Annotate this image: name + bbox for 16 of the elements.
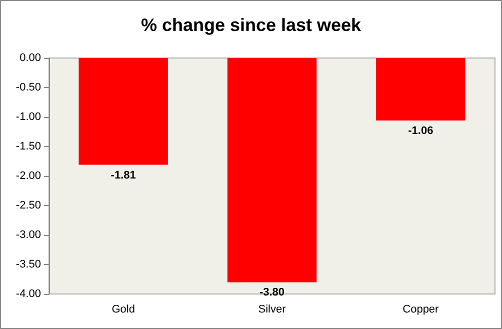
y-tick-label: -1.00 [16,111,41,123]
y-tick-label: -4.00 [16,288,41,300]
y-tick-label: 0.00 [20,52,41,64]
y-tick-label: -0.50 [16,82,41,94]
y-tick-label: -1.50 [16,140,41,152]
y-tick-label: -2.00 [16,170,41,182]
data-label: -3.80 [259,286,285,299]
data-label: -1.81 [110,169,136,182]
y-tick-label: -3.00 [16,229,41,241]
chart-title: % change since last week [140,15,362,35]
y-tick-label: -3.50 [16,258,41,270]
data-label: -1.06 [408,125,434,138]
x-tick-label: Copper [402,304,440,316]
x-tick-label: Gold [112,304,135,316]
x-tick-label: Silver [258,304,286,316]
y-tick-label: -2.50 [16,200,41,212]
